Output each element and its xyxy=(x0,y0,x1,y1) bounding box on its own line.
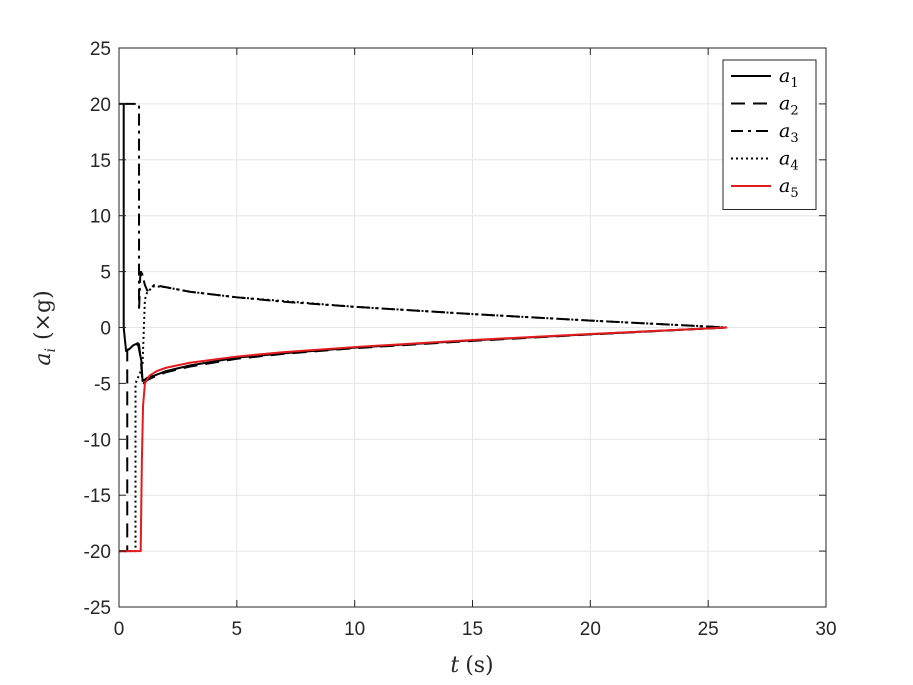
y-tick-label: -5 xyxy=(94,374,111,395)
series-line-a3 xyxy=(123,102,728,329)
y-tick-label: 15 xyxy=(90,151,111,172)
x-tick-label: 5 xyxy=(232,619,243,640)
x-tick-label: 30 xyxy=(815,619,836,640)
y-tick-label: -10 xyxy=(84,430,111,451)
y-tick-label: 5 xyxy=(100,263,111,284)
axes-box xyxy=(118,47,827,608)
axes xyxy=(118,47,827,608)
x-tick-label: 25 xyxy=(698,619,719,640)
x-tick-label: 15 xyxy=(462,619,483,640)
y-tick-label: -20 xyxy=(84,542,111,563)
series-line-a5 xyxy=(119,326,728,553)
y-axis-label: ai(×g) xyxy=(31,290,59,365)
legend-label-a1: a1 xyxy=(779,65,799,91)
legend-label-a3: a3 xyxy=(779,120,799,146)
x-axis-label: t (s) xyxy=(450,653,493,678)
series-line-a2 xyxy=(119,326,728,553)
x-tick-label: 20 xyxy=(580,619,601,640)
legend-box xyxy=(722,59,817,210)
y-tick-label: 10 xyxy=(90,207,111,228)
tick-labels: 0 5 10 15 20 25 30 25 20 15 10 5 0 -5 -10 -15 -20 -25 xyxy=(84,39,837,640)
x-tick-label: 10 xyxy=(344,619,365,640)
legend-label-a2: a2 xyxy=(779,93,799,119)
y-tick-label: 0 xyxy=(100,319,111,340)
legend-label-a5: a5 xyxy=(779,175,799,201)
y-tick-label: 25 xyxy=(90,39,111,60)
y-tick-label: 20 xyxy=(90,95,111,116)
y-tick-label: -15 xyxy=(84,486,111,507)
series-lines xyxy=(119,102,728,553)
x-tick-label: 0 xyxy=(114,619,125,640)
y-tick-label: -25 xyxy=(84,598,111,619)
legend-label-a4: a4 xyxy=(779,148,799,174)
